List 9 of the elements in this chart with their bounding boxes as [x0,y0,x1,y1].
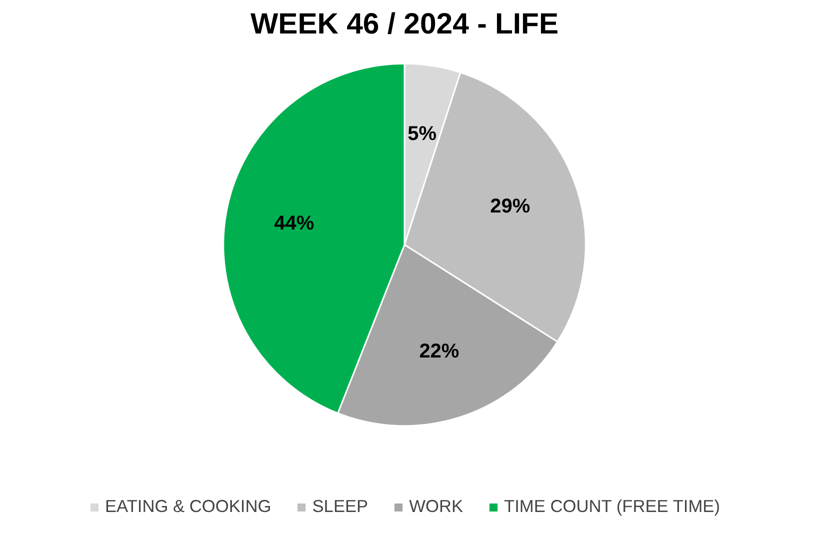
legend-label: SLEEP [312,496,368,517]
data-label: 22% [419,340,460,363]
legend-label: WORK [409,496,464,517]
legend-label: TIME COUNT (FREE TIME) [504,496,720,517]
chart-title: WEEK 46 / 2024 - LIFE [250,8,559,40]
data-label: 5% [408,122,437,145]
legend-label: EATING & COOKING [105,496,272,517]
data-label: 44% [274,212,314,235]
data-label: 29% [490,196,530,218]
